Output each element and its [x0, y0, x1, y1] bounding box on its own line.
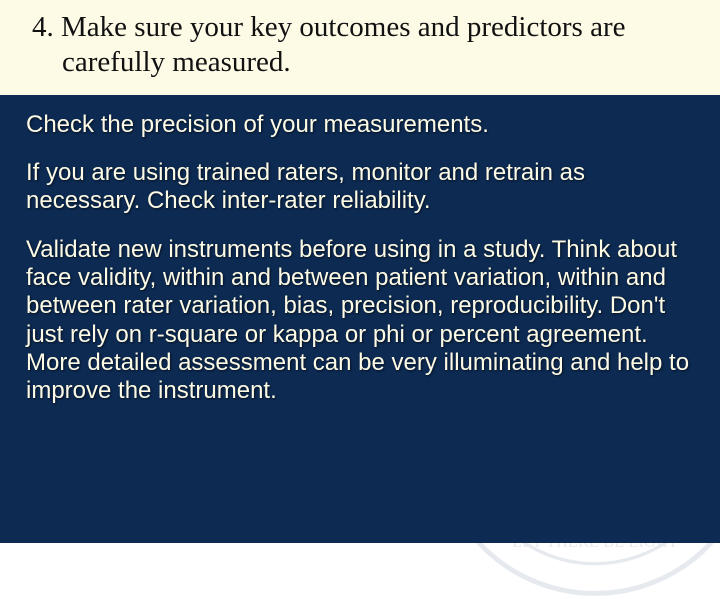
body-paragraph: Validate new instruments before using in…: [26, 236, 694, 406]
slide: 4. Make sure your key outcomes and predi…: [0, 0, 720, 540]
title-band: 4. Make sure your key outcomes and predi…: [0, 0, 720, 95]
body-area: Check the precision of your measurements…: [0, 95, 720, 543]
body-paragraph: If you are using trained raters, monitor…: [26, 159, 694, 216]
slide-title: 4. Make sure your key outcomes and predi…: [14, 10, 706, 81]
body-paragraph: Check the precision of your measurements…: [26, 111, 694, 139]
